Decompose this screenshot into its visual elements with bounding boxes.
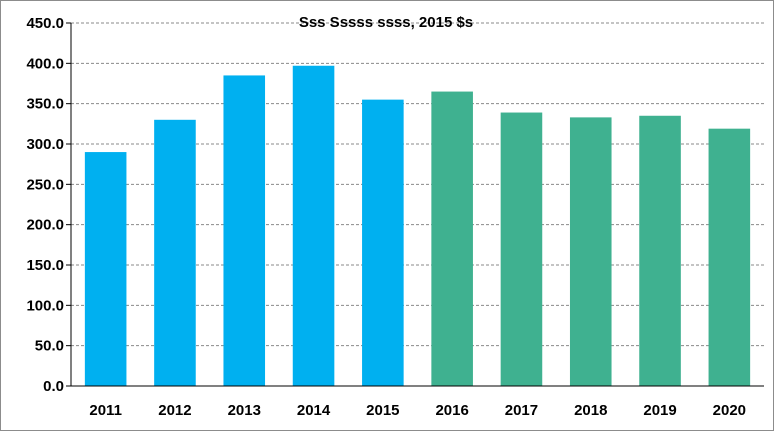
- bar-2014: [292, 65, 335, 387]
- bar-2012: [154, 119, 196, 387]
- y-tick-labels: 0.0 50.0 100.0 150.0 200.0 250.0 300.0 350.0 400…: [26, 15, 71, 395]
- x-tick-label: 2011: [89, 402, 122, 419]
- bar-2011: [84, 152, 127, 386]
- y-tick-label: 400.0: [26, 55, 64, 72]
- bar-2016: [431, 91, 473, 387]
- bar-2013: [223, 75, 266, 386]
- bar-2018: [569, 117, 612, 386]
- y-tick-label: 150.0: [26, 257, 64, 274]
- bar-2015: [362, 99, 404, 386]
- chart-title: Sss Sssss ssss, 2015 $s: [299, 14, 473, 31]
- y-tick-label: 50.0: [35, 338, 64, 355]
- y-tick-label: 300.0: [26, 136, 64, 153]
- y-tick-label: 350.0: [26, 96, 64, 113]
- x-tick-label: 2013: [228, 402, 261, 419]
- y-tick-label: 100.0: [26, 297, 64, 314]
- y-tick-label: 200.0: [26, 217, 64, 234]
- x-tick-label: 2015: [366, 402, 399, 419]
- y-tick-label: 450.0: [26, 15, 64, 32]
- x-tick-label: 2014: [297, 402, 331, 419]
- y-tick-label: 0.0: [43, 378, 64, 395]
- x-tick-label: 2019: [643, 402, 676, 419]
- axes: [70, 23, 764, 387]
- bar-2020: [708, 128, 751, 386]
- bar-2019: [639, 115, 681, 387]
- bars: [84, 65, 751, 387]
- bar-2017: [500, 112, 543, 386]
- x-tick-label: 2020: [713, 402, 746, 419]
- x-tick-labels: 2011 2012 2013 2014 2015 2016 2017 2018 2019 2020: [89, 402, 746, 419]
- x-tick-label: 2017: [505, 402, 538, 419]
- x-tick-label: 2012: [158, 402, 191, 419]
- x-tick-label: 2018: [574, 402, 607, 419]
- y-tick-label: 250.0: [26, 176, 64, 193]
- x-tick-label: 2016: [435, 402, 468, 419]
